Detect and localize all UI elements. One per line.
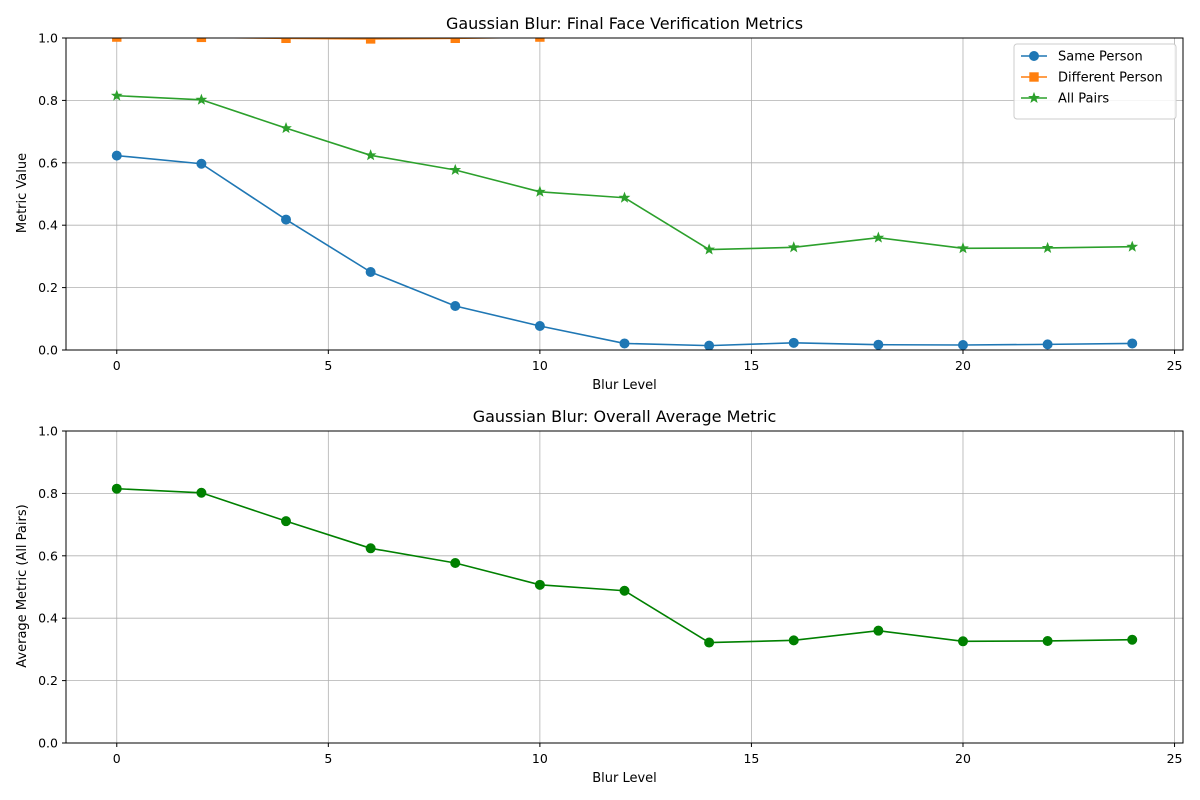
data-point: [1041, 241, 1054, 253]
data-point: [196, 158, 207, 169]
legend-label: Different Person: [1058, 71, 1163, 86]
data-point: [1042, 635, 1053, 646]
data-point: [1127, 338, 1138, 349]
legend-item: Same Person: [1021, 50, 1143, 65]
legend-label: All Pairs: [1058, 92, 1109, 107]
x-tick-label: 0: [113, 358, 121, 373]
ticks: 0 5 10 15 20 25 0.0 0.2 0.4 0.6 0.8 1.0: [38, 31, 1182, 374]
data-point: [957, 340, 968, 350]
data-point: [110, 89, 123, 101]
legend-item: All Pairs: [1021, 92, 1109, 107]
legend: Same Person Different Person All Pairs: [1013, 43, 1177, 120]
x-tick-label: 15: [743, 358, 759, 373]
x-tick-label: 5: [324, 358, 332, 373]
y-tick-label: 0.0: [38, 736, 58, 751]
data-point: [111, 483, 122, 494]
y-tick-label: 0.4: [38, 218, 58, 233]
x-tick-label: 15: [743, 751, 759, 766]
data-point: [112, 38, 122, 42]
data-point: [1029, 51, 1039, 61]
y-axis-label: Average Metric (All Pairs): [15, 504, 30, 667]
data-point: [365, 267, 376, 277]
data-point: [450, 301, 461, 312]
data-point: [1029, 72, 1039, 82]
y-tick-label: 0.6: [38, 155, 58, 170]
data-point: [281, 214, 292, 225]
data-point: [449, 163, 462, 175]
x-axis-label: Blur Level: [592, 378, 657, 393]
y-tick-label: 0.6: [38, 548, 58, 563]
data-point: [704, 637, 715, 648]
data-point: [450, 557, 461, 568]
data-point: [873, 625, 884, 636]
x-tick-label: 25: [1167, 751, 1183, 766]
data-point: [787, 241, 800, 253]
legend-label: Same Person: [1058, 50, 1143, 65]
y-tick-label: 0.2: [38, 280, 58, 295]
data-point: [872, 231, 885, 243]
data-point: [111, 150, 122, 161]
x-tick-label: 10: [532, 358, 548, 373]
y-tick-label: 0.4: [38, 611, 58, 626]
x-tick-label: 5: [324, 751, 332, 766]
data-point: [535, 38, 545, 42]
data-point: [364, 149, 377, 161]
legend-box: [1013, 43, 1177, 120]
data-point: [196, 487, 207, 498]
data-point: [196, 38, 207, 43]
data-point: [619, 338, 630, 349]
data-point: [1126, 240, 1139, 252]
legend-item: Different Person: [1021, 71, 1163, 86]
chart-bottom-average-metric: Gaussian Blur: Overall Average Metric Bl…: [15, 407, 1184, 786]
data-point: [1028, 91, 1040, 103]
data-point: [280, 122, 292, 134]
series-all-pairs: [110, 89, 1139, 255]
data-point: [1042, 339, 1053, 350]
data-point: [703, 243, 715, 255]
data-point: [873, 339, 884, 350]
data-point: [365, 543, 376, 554]
data-point: [788, 635, 799, 646]
chart-title: Gaussian Blur: Overall Average Metric: [473, 407, 777, 426]
y-tick-label: 0.2: [38, 673, 58, 688]
data-point: [1127, 634, 1138, 645]
data-point: [619, 585, 630, 596]
x-tick-label: 0: [113, 751, 121, 766]
x-tick-label: 20: [955, 751, 971, 766]
data-point: [195, 93, 208, 105]
chart-title: Gaussian Blur: Final Face Verification M…: [446, 14, 803, 33]
data-point: [618, 191, 631, 203]
plot-frame: [65, 430, 1184, 744]
data-point: [534, 320, 545, 331]
x-tick-label: 10: [532, 751, 548, 766]
data-point: [957, 242, 969, 254]
y-axis-label: Metric Value: [15, 153, 30, 233]
plot-frame: [65, 37, 1184, 351]
y-tick-label: 1.0: [38, 31, 58, 46]
y-tick-label: 0.8: [38, 93, 58, 108]
data-point: [365, 38, 376, 44]
chart-top-verification-metrics: Gaussian Blur: Final Face Verification M…: [15, 14, 1184, 393]
data-point: [957, 636, 968, 647]
series-same-person: [111, 150, 1138, 350]
y-tick-label: 1.0: [38, 424, 58, 439]
x-tick-label: 20: [955, 358, 971, 373]
data-point: [281, 516, 292, 527]
ticks: 0 5 10 15 20 25 0.0 0.2 0.4 0.6 0.8 1.0: [38, 424, 1182, 767]
data-point: [534, 185, 546, 197]
x-tick-label: 25: [1167, 358, 1183, 373]
data-point: [534, 579, 545, 590]
x-axis-label: Blur Level: [592, 771, 657, 786]
y-tick-label: 0.0: [38, 343, 58, 358]
data-point: [788, 337, 799, 348]
y-tick-label: 0.8: [38, 486, 58, 501]
series-average: [111, 483, 1138, 648]
data-point: [704, 340, 715, 350]
